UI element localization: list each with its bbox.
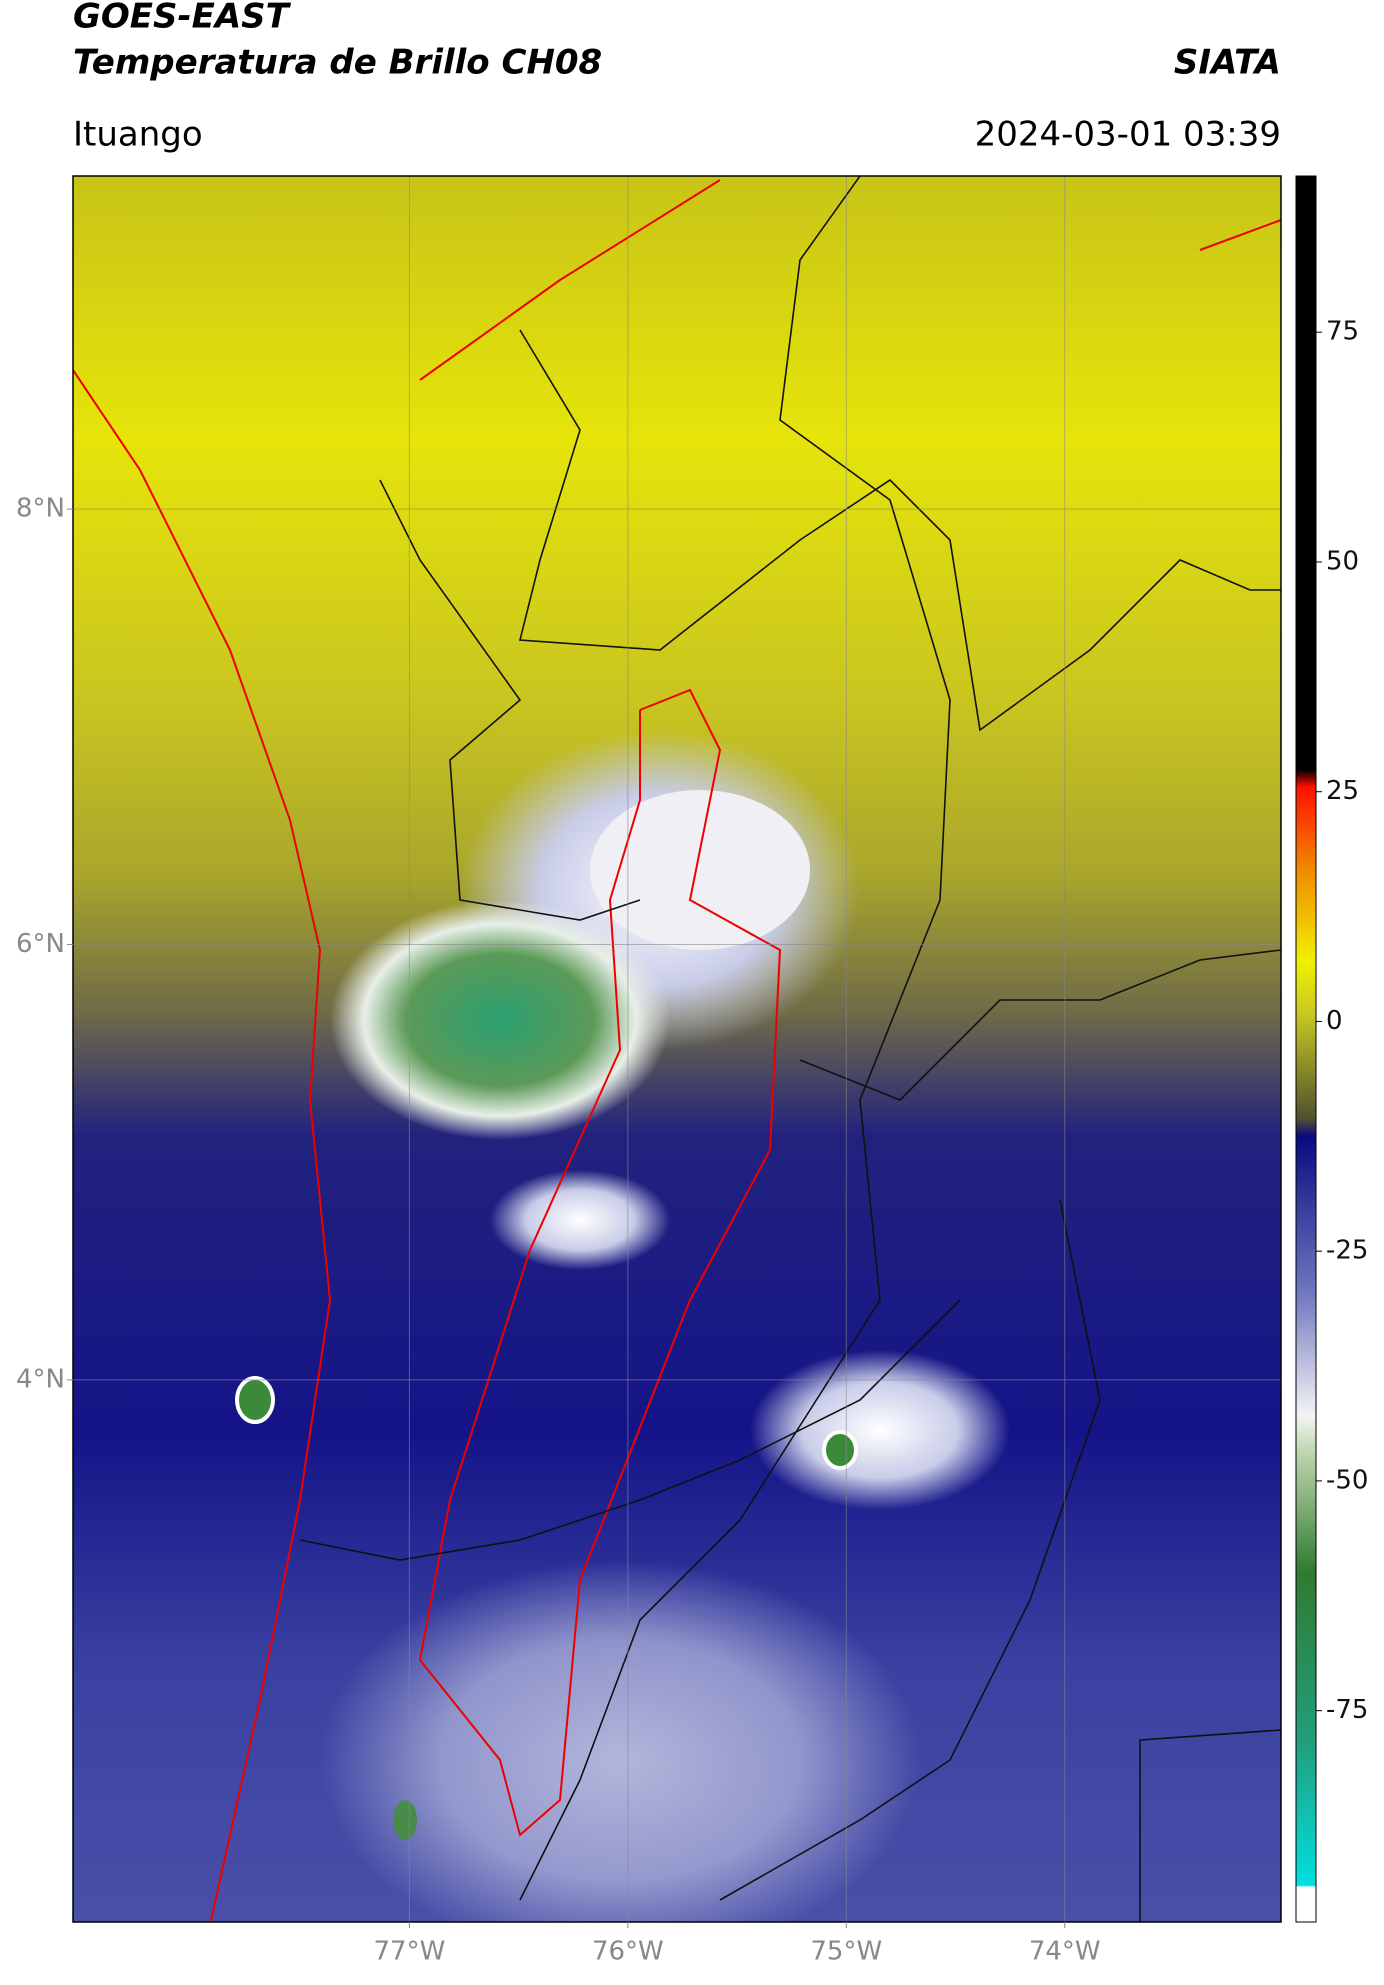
colorbar-tick-label: -50 (1326, 1465, 1368, 1495)
lon-tick-label: 75°W (810, 1937, 882, 1967)
colorbar-tick-label: -25 (1326, 1236, 1368, 1266)
map-image (73, 176, 1281, 1922)
datetime: 2024-03-01 03:39 (975, 115, 1281, 155)
lon-tick-label: 74°W (1029, 1937, 1101, 1967)
colorbar-tick-label: 0 (1326, 1006, 1343, 1036)
map-frame (72, 175, 1282, 1923)
lat-tick-label: 6°N (16, 929, 65, 959)
colorbar (1295, 175, 1317, 1923)
colorbar-tick-label: 50 (1326, 546, 1359, 576)
brand: SIATA (1174, 43, 1281, 83)
lat-tick-label: 8°N (16, 494, 65, 524)
colorbar-tick-label: 25 (1326, 776, 1359, 806)
lon-tick-label: 76°W (592, 1937, 664, 1967)
graticule (73, 176, 1281, 1922)
location: Ituango (73, 115, 203, 155)
lat-tick-label: 4°N (16, 1364, 65, 1394)
subtitle: Temperatura de Brillo CH08 (73, 43, 602, 83)
colorbar-tick-label: -75 (1326, 1695, 1368, 1725)
lon-tick-label: 77°W (374, 1937, 446, 1967)
colorbar-tick-label: 75 (1326, 317, 1359, 347)
title: GOES-EAST (73, 0, 292, 37)
